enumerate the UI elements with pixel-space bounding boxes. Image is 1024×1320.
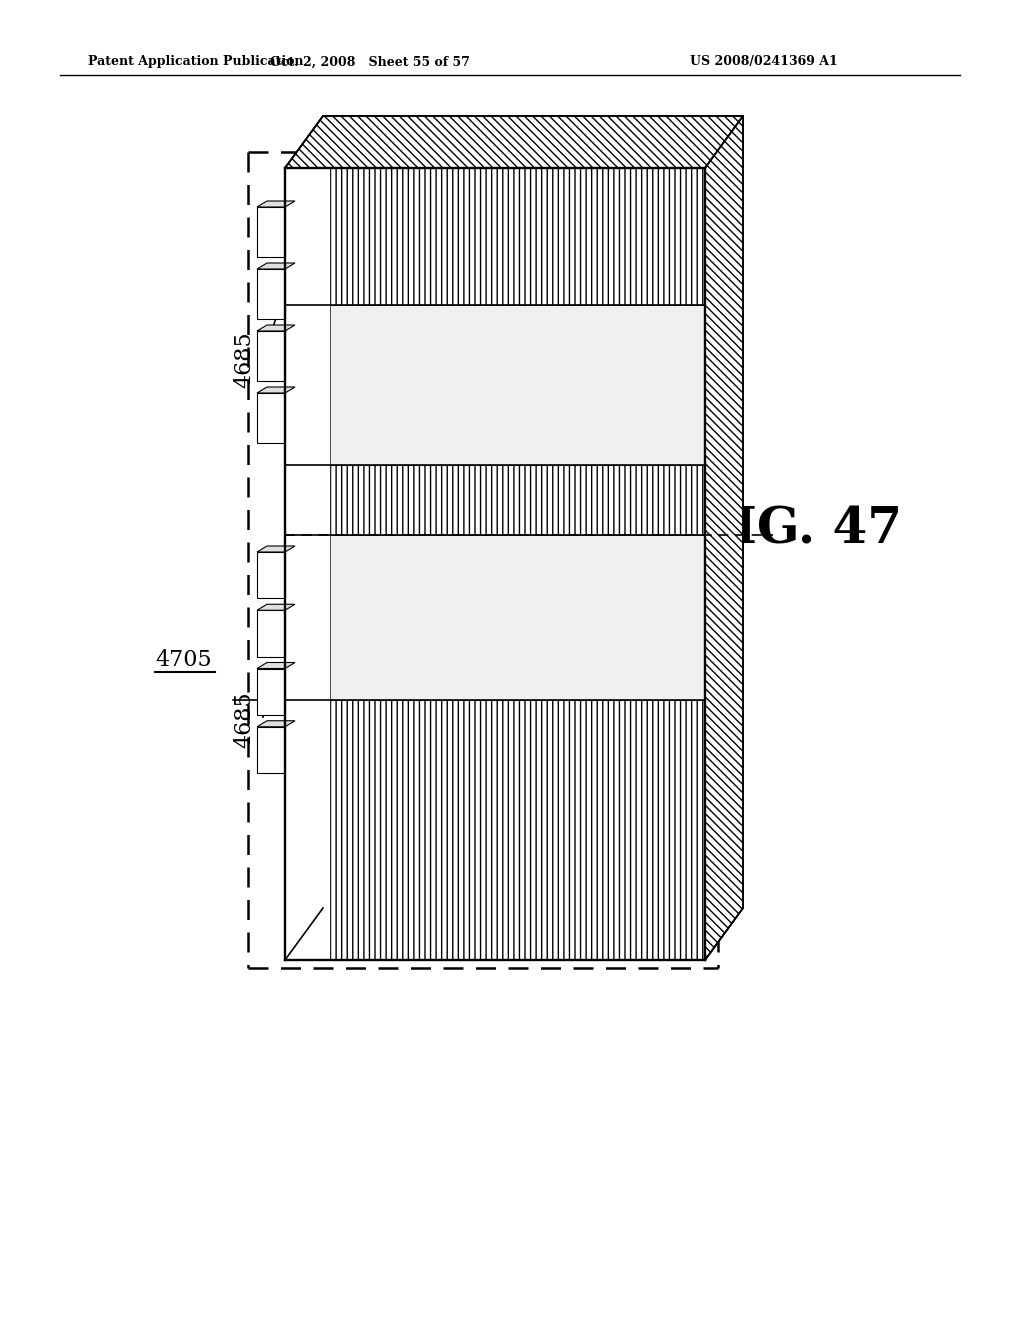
Text: US 2008/0241369 A1: US 2008/0241369 A1	[690, 55, 838, 69]
Polygon shape	[257, 207, 285, 257]
Polygon shape	[330, 700, 705, 960]
Polygon shape	[257, 201, 295, 207]
Text: Patent Application Publication: Patent Application Publication	[88, 55, 303, 69]
Polygon shape	[330, 535, 705, 700]
Polygon shape	[257, 727, 285, 774]
Polygon shape	[257, 668, 285, 714]
Polygon shape	[257, 325, 295, 331]
Polygon shape	[257, 610, 285, 656]
Polygon shape	[257, 393, 285, 444]
Polygon shape	[257, 387, 295, 393]
Polygon shape	[705, 116, 743, 960]
Polygon shape	[257, 721, 295, 727]
Text: 4685: 4685	[233, 692, 255, 748]
Text: 4705: 4705	[155, 649, 212, 671]
Polygon shape	[257, 552, 285, 598]
Text: 4685: 4685	[233, 331, 255, 388]
Polygon shape	[257, 331, 285, 381]
Polygon shape	[257, 663, 295, 668]
Polygon shape	[330, 465, 705, 535]
Polygon shape	[257, 605, 295, 610]
Polygon shape	[285, 116, 743, 168]
Polygon shape	[257, 263, 295, 269]
Polygon shape	[257, 269, 285, 319]
Polygon shape	[285, 116, 743, 168]
Polygon shape	[285, 168, 705, 960]
Polygon shape	[330, 168, 705, 305]
Polygon shape	[257, 546, 295, 552]
Polygon shape	[705, 116, 743, 960]
Text: Oct. 2, 2008   Sheet 55 of 57: Oct. 2, 2008 Sheet 55 of 57	[270, 55, 470, 69]
Text: FIG. 47: FIG. 47	[698, 506, 902, 554]
Polygon shape	[330, 305, 705, 465]
